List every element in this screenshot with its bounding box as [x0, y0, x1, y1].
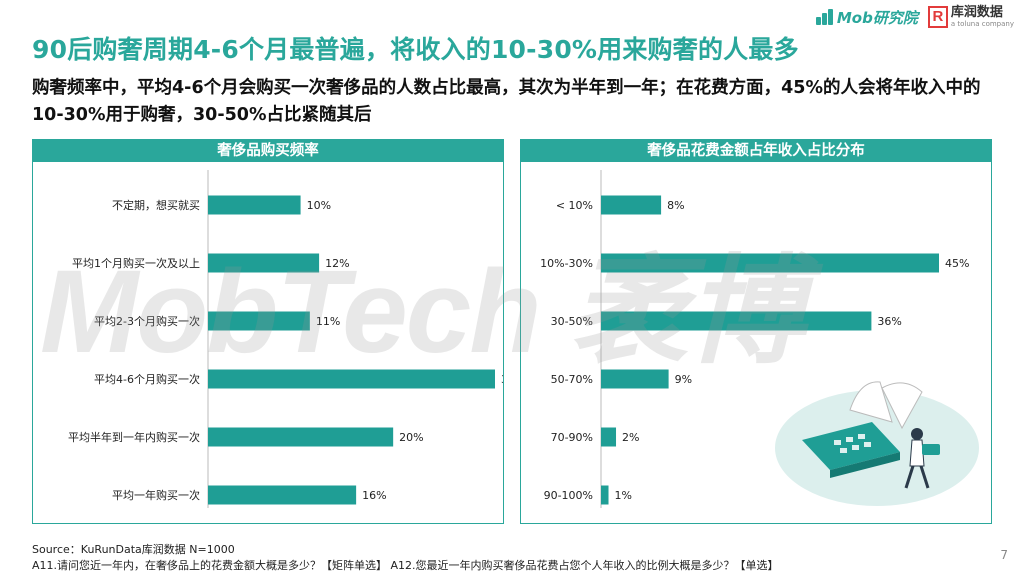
payment-illustration	[775, 381, 979, 506]
kurun-mark-icon: R	[927, 6, 948, 28]
category-label: 30-50%	[551, 315, 593, 328]
spend-share-chart: < 10% 8% 10%-30% 45% 30-50% 36% 50-70% 9% 70-90%…	[540, 170, 969, 508]
bar	[208, 427, 394, 447]
value-label: 36%	[877, 315, 901, 328]
bar	[208, 195, 301, 215]
value-label: 8%	[667, 199, 684, 212]
kurun-logo-name: 库润数据	[950, 5, 1003, 20]
category-label: 不定期，想买就买	[112, 198, 200, 212]
page-number: 7	[1000, 548, 1008, 562]
bar	[208, 369, 495, 389]
page-title: 90后购奢周期4-6个月最普遍，将收入的10-30%用来购奢的人最多	[32, 35, 799, 64]
value-label: 9%	[675, 373, 692, 386]
category-label: 平均2-3个月购买一次	[94, 314, 200, 328]
category-label: 70-90%	[551, 431, 593, 444]
category-label: < 10%	[556, 199, 593, 212]
category-label: 平均1个月购买一次及以上	[72, 256, 200, 270]
bar	[601, 485, 609, 505]
mob-bars-icon	[815, 9, 834, 25]
bar	[601, 369, 669, 389]
bar	[601, 195, 662, 215]
value-label: 31%	[501, 373, 503, 386]
mob-logo: Mob研究院	[815, 7, 918, 28]
bar	[601, 253, 939, 273]
frequency-chart-title: 奢侈品购买频率	[33, 140, 503, 162]
value-label: 2%	[622, 431, 639, 444]
category-label: 10%-30%	[540, 257, 593, 270]
frequency-chart: 不定期，想买就买 10% 平均1个月购买一次及以上 12% 平均2-3个月购买一次 11%…	[68, 170, 503, 508]
category-label: 平均4-6个月购买一次	[94, 372, 200, 386]
spend-share-chart-title: 奢侈品花费金额占年收入占比分布	[521, 140, 991, 162]
bar	[208, 311, 310, 331]
category-label: 平均一年购买一次	[112, 488, 200, 502]
kurun-logo-sub: a toluna company	[950, 20, 1014, 28]
value-label: 12%	[325, 257, 349, 270]
page-subtitle: 购奢频率中，平均4-6个月会购买一次奢侈品的人数占比最高，其次为半年到一年；在花…	[32, 78, 981, 125]
question-note: A11.请问您近一年内，在奢侈品上的花费金额大概是多少？【矩阵单选】 A12.您…	[32, 559, 779, 572]
kurun-logo: R 库润数据 a toluna company	[927, 5, 1014, 28]
header-logos: Mob研究院 R 库润数据 a toluna company	[815, 5, 1014, 28]
source-note: Source：KuRunData库润数据 N=1000	[32, 543, 235, 556]
value-label: 45%	[945, 257, 969, 270]
bar	[601, 311, 872, 331]
spend-share-chart-panel: 奢侈品花费金额占年收入占比分布 < 10% 8% 10%-30% 45% 30-50% 3…	[520, 139, 992, 524]
category-label: 50-70%	[551, 373, 593, 386]
frequency-chart-panel: 奢侈品购买频率 不定期，想买就买 10% 平均1个月购买一次及以上 12% 平均2-3个…	[32, 139, 504, 524]
bar	[208, 253, 320, 273]
value-label: 1%	[615, 489, 632, 502]
bar	[208, 485, 357, 505]
category-label: 90-100%	[544, 489, 593, 502]
value-label: 16%	[362, 489, 386, 502]
value-label: 20%	[399, 431, 423, 444]
category-label: 平均半年到一年内购买一次	[68, 430, 200, 444]
mob-logo-text: Mob研究院	[836, 8, 918, 27]
value-label: 10%	[307, 199, 331, 212]
value-label: 11%	[316, 315, 340, 328]
bar	[601, 427, 617, 447]
